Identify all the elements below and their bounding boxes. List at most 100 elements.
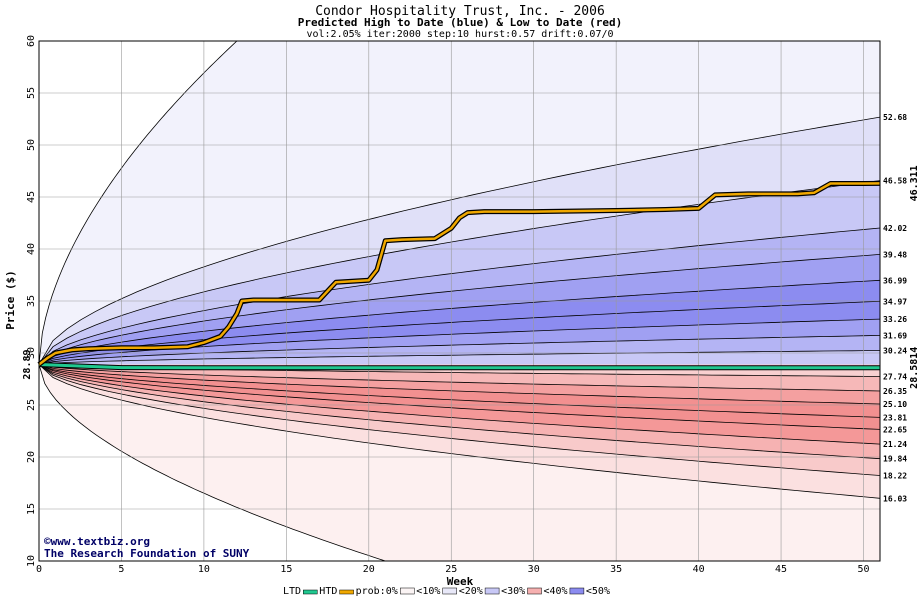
y-tick-1: 15 [26,503,37,515]
y-tick-4: 30 [26,347,37,359]
y-tick-3: 25 [26,399,37,411]
x-tick-4: 20 [363,564,375,575]
low-band-3 [39,364,880,445]
legend-p50-label: <50% [586,586,610,597]
low-band-5 [39,364,880,418]
right-label-8: 30.24 [883,347,907,356]
rotated-high-label: 46.311 [909,165,920,201]
x-tick-9: 45 [775,564,787,575]
x-tick-1: 5 [118,564,124,575]
start-price-label: 28.89 [22,349,33,379]
legend-p40-label: <40% [544,586,568,597]
high-quantile-line-4 [38,279,881,365]
right-label-15: 19.84 [883,455,907,464]
y-tick-9: 55 [26,87,37,99]
legend-htd-swatch [339,589,354,595]
low-quantile-line-0 [38,364,881,499]
high-quantile-line-3 [38,254,881,365]
x-tick-6: 30 [528,564,540,575]
x-tick-0: 0 [36,564,42,575]
low-band-0 [39,364,880,499]
low-quantile-line-3 [38,364,881,445]
chart-subtitle: Predicted High to Date (blue) & Low to D… [298,16,623,29]
right-label-13: 22.65 [883,425,907,434]
right-label-6: 33.26 [883,315,907,324]
htd-line [38,182,881,366]
high-quantile-line-5 [38,300,881,365]
y-tick-6: 40 [26,243,37,255]
right-label-5: 34.97 [883,297,907,306]
chart-params: vol:2.05% iter:2000 step:10 hurst:0.57 d… [306,29,613,40]
legend-swatch-0 [400,587,415,595]
low-band-7 [39,364,880,391]
high-band-6 [39,319,880,365]
right-label-9: 27.74 [883,373,907,382]
envelope-lower-line [38,364,386,562]
high-band-3 [39,254,880,365]
credit-copyright: ©www.textbiz.org [44,535,150,548]
right-label-16: 18.22 [883,472,907,481]
low-quantile-line-6 [38,364,881,405]
right-label-14: 21.24 [883,440,907,449]
high-quantile-line-2 [38,227,881,365]
y-tick-10: 60 [26,35,37,47]
high-band-4 [39,280,880,365]
right-label-2: 42.02 [883,224,907,233]
high-band-0 [39,117,880,365]
rotated-low-label: 28.5814 [909,347,920,389]
credit-foundation: The Research Foundation of SUNY [44,547,250,560]
y-tick-8: 50 [26,139,37,151]
low-band-2 [39,364,880,459]
right-label-10: 26.35 [883,387,907,396]
legend-swatch-3 [527,587,542,595]
high-band-7 [39,335,880,365]
x-tick-10: 50 [857,564,869,575]
y-tick-2: 20 [26,451,37,463]
low-quantile-line-7 [38,364,881,392]
legend-p20-label: <20% [459,586,483,597]
legend-swatch-4 [569,587,585,595]
y-tick-7: 45 [26,191,37,203]
x-tick-3: 15 [280,564,292,575]
y-axis-label: Price ($) [4,270,17,330]
low-quantile-line-1 [38,364,881,476]
legend-p30-label: <30% [501,586,525,597]
low-band-4 [39,364,880,430]
y-tick-5: 35 [26,295,37,307]
x-tick-2: 10 [198,564,210,575]
plot-frame [38,40,881,562]
high-quantile-line-0 [38,116,881,365]
plot-area: 0 5 10 15 20 25 30 35 40 45 50 10 15 20 25 30 35 40 45 50 55… [22,35,920,575]
legend-swatch-2 [484,587,500,595]
low-quantile-line-2 [38,364,881,460]
legend-ltd-swatch [303,589,318,595]
right-label-12: 23.81 [883,413,907,422]
ltd-line [38,363,880,370]
chart-title: Condor Hospitality Trust, Inc. - 2006 [315,4,605,19]
high-band-8 [39,350,880,365]
right-label-17: 16.03 [883,494,907,503]
right-label-4: 36.99 [883,276,907,285]
high-band-5 [39,301,880,365]
right-label-3: 39.48 [883,250,907,259]
low-quantile-line-5 [38,364,881,418]
low-quantile-line-4 [38,364,881,430]
right-label-11: 25.10 [883,400,907,409]
x-tick-5: 25 [445,564,457,575]
legend-htd-label: HTD [319,586,337,597]
right-label-1: 46.58 [883,177,907,186]
high-quantile-line-7 [38,335,881,365]
x-axis-label: Week [447,575,474,588]
legend: LTD HTD prob:0% <10% <20% <30% <40% <50% [283,586,610,597]
high-quantile-line-8 [38,350,881,365]
legend-p10-label: <10% [416,586,440,597]
legend-prob-label: prob:0% [356,586,398,597]
right-label-0: 52.68 [883,113,907,122]
low-band-1 [39,364,880,476]
legend-swatch-1 [442,587,457,595]
right-label-7: 31.69 [883,331,907,340]
low-band-6 [39,364,880,404]
high-quantile-line-1 [38,180,881,365]
legend-ltd-label: LTD [283,586,301,597]
